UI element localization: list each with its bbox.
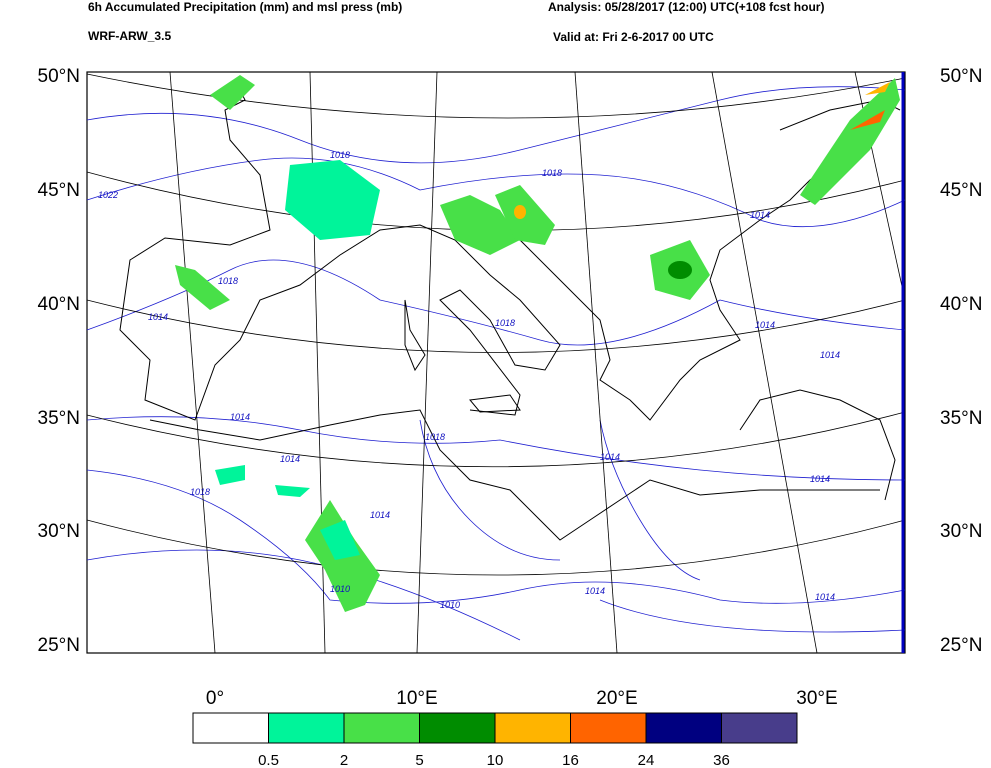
isobar-label: 1014 xyxy=(370,510,390,520)
colorbar-label: 2 xyxy=(340,752,348,768)
lat-label-left: 35°N xyxy=(38,408,80,429)
colorbar-label: 24 xyxy=(638,752,655,768)
lat-label-left: 25°N xyxy=(38,635,80,656)
isobar-label: 1022 xyxy=(98,190,118,200)
valid-time: Valid at: Fri 2-6-2017 00 UTC xyxy=(553,30,714,44)
isobar-label: 1018 xyxy=(190,487,210,497)
analysis-time: Analysis: 05/28/2017 (12:00) UTC(+108 fc… xyxy=(548,0,824,14)
lon-label: 0° xyxy=(206,688,224,709)
colorbar-swatch xyxy=(343,712,420,744)
colorbar-swatch xyxy=(645,712,722,744)
isobar-label: 1014 xyxy=(148,312,168,322)
lon-label: 10°E xyxy=(396,688,437,709)
lat-label-right: 30°N xyxy=(940,521,982,542)
isobar-label: 1014 xyxy=(230,412,250,422)
graticule xyxy=(86,71,906,654)
map-labels: 50°N 50°N 45°N 45°N 40°N 40°N 35°N 35°N 30°N 30°N… xyxy=(38,66,983,709)
title: 6h Accumulated Precipitation (mm) and ms… xyxy=(88,0,402,14)
colorbar-swatch xyxy=(192,712,269,744)
lon-label: 20°E xyxy=(596,688,637,709)
lat-label-right: 35°N xyxy=(940,408,982,429)
colorbar-swatch xyxy=(721,712,798,744)
map-frame xyxy=(86,71,906,654)
isobar-label: 1010 xyxy=(440,600,460,610)
isobar-label: 1014 xyxy=(750,210,770,220)
model-label: WRF-ARW_3.5 xyxy=(88,29,171,43)
lon-label: 30°E xyxy=(796,688,837,709)
isobar-label: 1014 xyxy=(820,350,840,360)
colorbar-label: 36 xyxy=(713,752,730,768)
isobar-label: 1018 xyxy=(425,432,445,442)
precipitation xyxy=(175,75,900,612)
isobar-label: 1014 xyxy=(600,452,620,462)
isobar-label: 1014 xyxy=(810,474,830,484)
coastlines xyxy=(119,79,901,541)
isobar-label: 1014 xyxy=(280,454,300,464)
isobar-label: 1018 xyxy=(330,150,350,160)
isobar-label: 1014 xyxy=(815,592,835,602)
isobars xyxy=(86,86,906,641)
isobar-label: 1010 xyxy=(330,584,350,594)
lat-label-left: 45°N xyxy=(38,180,80,201)
lat-label-left: 30°N xyxy=(38,521,80,542)
colorbar-label: 10 xyxy=(487,752,504,768)
lat-label-right: 25°N xyxy=(940,635,982,656)
colorbar-label: 16 xyxy=(562,752,579,768)
isobar-label: 1018 xyxy=(495,318,515,328)
colorbar-label: 5 xyxy=(415,752,423,768)
isobar-label: 1014 xyxy=(755,320,775,330)
colorbar-label: 0.5 xyxy=(258,752,279,768)
lat-label-right: 40°N xyxy=(940,294,982,315)
colorbar: 0.5 2 5 10 16 24 36 xyxy=(192,712,798,768)
lat-label-right: 45°N xyxy=(940,180,982,201)
map-area xyxy=(86,71,906,654)
colorbar-swatch xyxy=(570,712,647,744)
lat-label-left: 40°N xyxy=(38,294,80,315)
colorbar-swatch xyxy=(268,712,345,744)
isobar-label: 1018 xyxy=(218,276,238,286)
colorbar-swatch xyxy=(419,712,496,744)
colorbar-swatch xyxy=(494,712,571,744)
isobar-label: 1018 xyxy=(542,168,562,178)
isobar-label: 1014 xyxy=(585,586,605,596)
lat-label-left: 50°N xyxy=(38,66,80,87)
lat-label-right: 50°N xyxy=(940,66,982,87)
